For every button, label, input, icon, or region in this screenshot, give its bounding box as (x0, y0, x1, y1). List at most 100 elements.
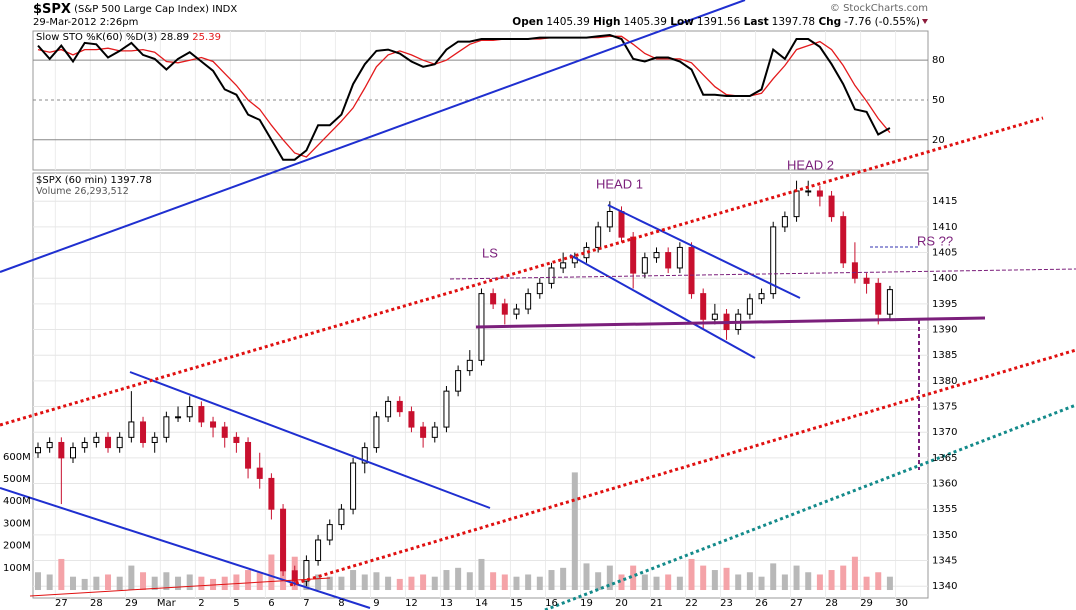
quote-value: 1405.39 (546, 16, 589, 28)
quote-label: Open (512, 16, 543, 28)
x-tick-label: 28 (90, 598, 103, 609)
volume-bar (501, 574, 508, 591)
indicator-legend: Slow STO %K(60) %D(3) 28.89 25.39 (36, 32, 221, 43)
candle-body (408, 411, 415, 428)
quote-value: -7.76 (844, 16, 871, 28)
y-tick-label: 1360 (932, 479, 957, 490)
y-tick-label: 1395 (932, 299, 957, 310)
volume-bar (443, 570, 450, 591)
candle-body (513, 308, 520, 315)
volume-bar (758, 576, 765, 591)
volume-bar (653, 576, 660, 591)
candle-body (256, 467, 263, 479)
volume-bar (875, 572, 882, 591)
trend-line (544, 403, 1076, 610)
header-title: $SPX (S&P 500 Large Cap Index) INDX (33, 2, 237, 17)
volume-bar (688, 558, 695, 591)
y-tick-label: 1375 (932, 402, 957, 413)
copyright: © StockCharts.com (830, 3, 928, 14)
x-tick-label: 30 (895, 598, 908, 609)
y-tick-label: 1370 (932, 427, 957, 438)
volume-bar (863, 576, 870, 591)
volume-bar (245, 570, 252, 591)
candle-body (198, 406, 205, 423)
legend-entry: %K(60) (86, 32, 123, 43)
candle-body (455, 370, 462, 392)
symbol: $SPX (33, 2, 71, 17)
candle-body (758, 293, 765, 300)
x-tick-label: 13 (440, 598, 453, 609)
candle-body (373, 416, 380, 449)
volume-bar (735, 574, 742, 591)
volume-bar (140, 572, 147, 591)
volume-bar (793, 565, 800, 591)
candle-body (338, 508, 345, 526)
volume-bar (385, 576, 392, 591)
annotation: RS ?? (917, 233, 953, 248)
candle-body (116, 436, 123, 449)
y-tick-label: 1400 (932, 273, 957, 284)
volume-bar (233, 574, 240, 591)
volume-bar (396, 578, 403, 591)
volume-bar (373, 572, 380, 591)
x-tick-label: 9 (373, 598, 379, 609)
x-tick-label: 29 (125, 598, 138, 609)
candle-body (886, 289, 893, 315)
volume-bar (431, 576, 438, 591)
volume-bar (420, 574, 427, 591)
candle-body (105, 436, 112, 449)
candle-body (676, 246, 683, 269)
quote-value: 1391.56 (697, 16, 741, 28)
y-tick-label: 80 (932, 55, 945, 66)
volume-bar (58, 558, 65, 591)
volume-bar (536, 576, 543, 591)
candle-body (385, 400, 392, 418)
volume-bar (105, 574, 112, 591)
legend-title: $SPX (60 min) (36, 175, 107, 186)
trend-line (449, 268, 1076, 280)
volume-bar (816, 574, 823, 591)
y-tick-label: 1390 (932, 325, 957, 336)
candle-body (711, 313, 718, 320)
volume-bar (315, 574, 322, 591)
candle-body (280, 508, 287, 572)
candle-body (700, 293, 707, 320)
x-tick-label: 27 (790, 598, 803, 609)
candle-body (501, 303, 508, 315)
quote-label: Low (670, 16, 694, 28)
volume-bar (886, 576, 893, 591)
x-tick-label: 23 (720, 598, 733, 609)
candle-body (781, 216, 788, 228)
volume-bar (676, 576, 683, 591)
volume-bar (828, 570, 835, 591)
candle-body (770, 226, 777, 295)
volume-bar (548, 570, 555, 591)
x-tick-label: Mar (157, 598, 177, 609)
candle-body (828, 195, 835, 218)
legend-value: 26,293,512 (74, 186, 128, 197)
x-tick-label: 15 (510, 598, 523, 609)
candle-body (151, 436, 158, 443)
volume-bar (455, 567, 462, 591)
y-tick-label: 400M (3, 496, 31, 507)
x-tick-label: 28 (825, 598, 838, 609)
y-tick-label: 1345 (932, 556, 957, 567)
trend-line (289, 348, 1076, 587)
x-tick-label: 22 (685, 598, 698, 609)
volume-bar (116, 576, 123, 591)
candle-body (536, 282, 543, 295)
y-tick-label: 600M (3, 452, 31, 463)
candle-body (186, 406, 193, 418)
volume-bar (70, 576, 77, 591)
volume-bar (81, 578, 88, 591)
quote-label: High (593, 16, 620, 28)
candle-body (431, 426, 438, 438)
candle-body (560, 262, 567, 269)
neckline (475, 316, 986, 329)
volume-bar (805, 572, 812, 591)
x-tick-label: 5 (233, 598, 239, 609)
volume-bar (781, 574, 788, 591)
candle-body (525, 293, 532, 310)
volume-bar (840, 565, 847, 591)
candle-body (548, 267, 555, 284)
